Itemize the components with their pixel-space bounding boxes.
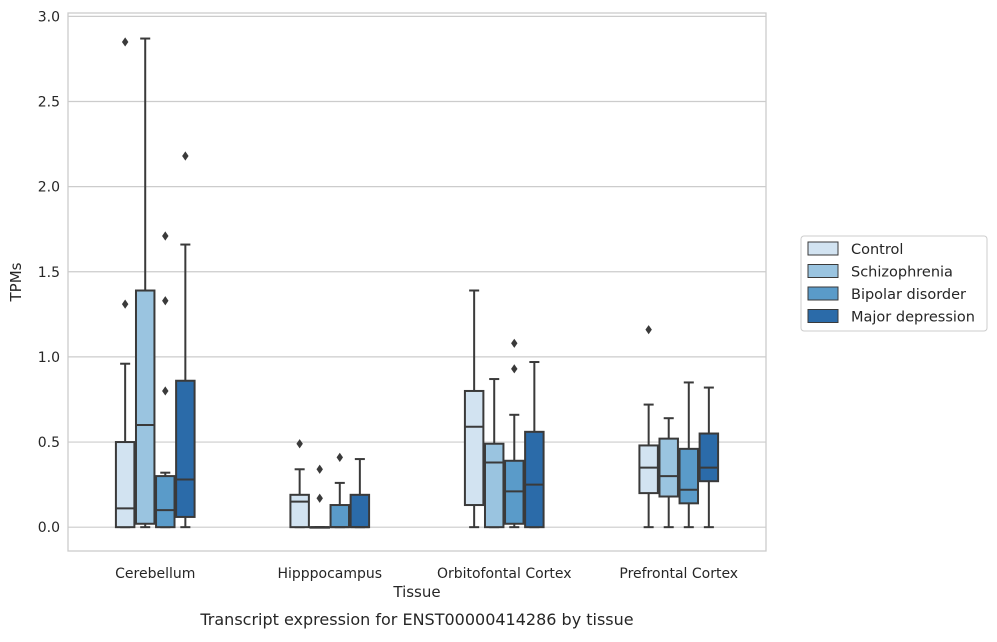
box-major-depression xyxy=(349,458,371,529)
box-control xyxy=(463,289,485,529)
y-tick-label: 3.0 xyxy=(38,9,60,25)
outlier-point xyxy=(296,439,303,449)
legend-label: Bipolar disorder xyxy=(851,287,966,303)
x-axis-label: Tissue xyxy=(392,583,440,601)
box-body xyxy=(524,430,545,529)
box-schizophrenia xyxy=(134,37,156,529)
box-body xyxy=(698,432,720,483)
x-tick-label: Orbitofontal Cortex xyxy=(437,566,572,582)
box-control xyxy=(114,37,136,529)
box-schizophrenia xyxy=(483,378,505,529)
box-body xyxy=(289,493,310,529)
outlier-point xyxy=(121,299,129,309)
legend-label: Control xyxy=(851,242,903,258)
x-tick-label: Prefrontal Cortex xyxy=(619,566,738,582)
outlier-point xyxy=(336,452,344,462)
y-tick-label: 1.0 xyxy=(38,350,60,366)
box-control xyxy=(638,325,659,529)
legend-swatch xyxy=(807,264,839,278)
outlier-point xyxy=(316,493,323,503)
outlier-point xyxy=(316,464,323,474)
outlier-point xyxy=(162,386,169,396)
outlier-point xyxy=(511,364,518,374)
box-body xyxy=(175,379,196,518)
box-bipolar-disorder xyxy=(678,381,700,529)
chart-caption: Transcript expression for ENST0000041428… xyxy=(199,610,633,629)
box-body xyxy=(638,444,659,495)
legend-frame xyxy=(800,235,988,332)
y-tick-label: 2.5 xyxy=(38,95,60,111)
y-tick-label: 1.5 xyxy=(38,265,60,281)
box-major-depression xyxy=(698,386,720,529)
legend-swatch xyxy=(807,241,839,256)
box-body xyxy=(483,442,505,529)
legend-label: Schizophrenia xyxy=(851,265,953,281)
x-tick-label: Cerebellum xyxy=(115,566,195,582)
x-tick-label: Hipppocampus xyxy=(277,566,382,582)
box-schizophrenia xyxy=(309,464,330,529)
box-body xyxy=(349,493,371,529)
boxes xyxy=(114,37,720,529)
box-body xyxy=(155,475,176,529)
outlier-point xyxy=(182,151,189,161)
box-major-depression xyxy=(175,151,196,529)
y-axis-ticks: 0.0 0.5 1.0 1.5 2.0 2.5 3.0 xyxy=(38,9,60,536)
outlier-point xyxy=(121,37,129,47)
legend-swatch xyxy=(807,286,839,301)
box-body xyxy=(658,437,679,498)
y-tick-label: 0.0 xyxy=(38,520,60,536)
box-control xyxy=(289,439,310,529)
box-bipolar-disorder xyxy=(504,338,525,529)
box-body xyxy=(463,389,485,507)
outlier-point xyxy=(162,231,169,241)
box-body xyxy=(134,289,156,525)
y-tick-label: 0.5 xyxy=(38,435,60,451)
y-tick-label: 2.0 xyxy=(38,180,60,196)
box-body xyxy=(114,441,136,529)
outlier-point xyxy=(511,338,518,348)
outlier-point xyxy=(162,296,169,306)
box-body xyxy=(329,504,351,529)
box-body xyxy=(678,447,700,505)
outlier-point xyxy=(645,325,652,335)
box-bipolar-disorder xyxy=(329,452,351,529)
box-major-depression xyxy=(524,361,545,529)
box-bipolar-disorder xyxy=(155,231,176,529)
y-axis-label: TPMs xyxy=(7,262,25,302)
x-axis-ticks: Cerebellum Hipppocampus Orbitofontal Corte… xyxy=(115,566,738,582)
legend-swatch xyxy=(807,309,839,323)
box-schizophrenia xyxy=(658,417,679,529)
legend: Control Schizophrenia Bipolar disorder Majo… xyxy=(800,235,988,332)
legend-label: Major depression xyxy=(851,310,975,326)
